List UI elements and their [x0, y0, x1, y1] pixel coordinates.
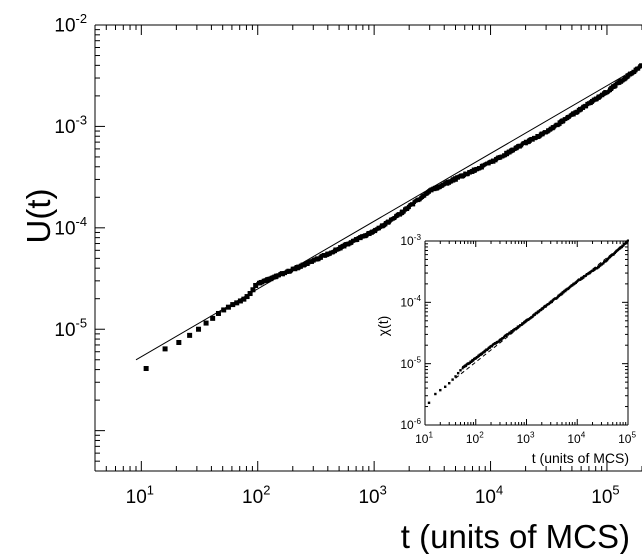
inset-y-tick-label-base: 10	[400, 234, 414, 248]
inset-x-tick-label-base: 10	[517, 432, 531, 446]
inset-x-tick-label-base: 10	[415, 432, 429, 446]
main-y-tick-label-base: 10	[54, 320, 75, 341]
inset-y-tick-label-exponent: -4	[414, 294, 422, 303]
main-data-point	[163, 346, 168, 351]
main-data-point	[204, 321, 209, 326]
main-data-point	[216, 311, 221, 316]
inset-data-point	[454, 375, 456, 377]
inset-panel: 101 102 103 104 10510-610-510-410-3t (units …	[375, 233, 636, 466]
inset-y-tick-label-base: 10	[400, 357, 414, 371]
inset-y-tick-label: 10-4	[400, 294, 421, 309]
main-x-tick-label: 105	[591, 482, 619, 508]
inset-y-axis-title: χ(t)	[375, 316, 391, 337]
inset-x-tick-label-base: 10	[618, 432, 632, 446]
inset-x-tick-label-base: 10	[567, 432, 581, 446]
inset-data-point	[428, 402, 430, 404]
inset-x-tick-label-exponent: 3	[530, 431, 535, 440]
main-data-point	[187, 333, 192, 338]
inset-y-tick-label: 10-6	[400, 417, 421, 432]
main-data-point	[196, 327, 201, 332]
inset-x-tick-label: 101	[415, 431, 433, 446]
inset-data-point	[457, 372, 459, 374]
inset-y-tick-label-exponent: -5	[414, 355, 422, 364]
inset-x-axis-title: t (units of MCS)	[532, 450, 629, 466]
inset-x-tick-label-exponent: 1	[428, 431, 433, 440]
main-x-tick-label-base: 10	[126, 487, 147, 508]
main-y-tick-label-base: 10	[54, 117, 75, 138]
main-y-tick-label-base: 10	[54, 16, 75, 37]
inset-x-tick-label: 105	[618, 431, 636, 446]
inset-y-tick-label: 10-3	[400, 233, 421, 248]
inset-data-point	[439, 389, 441, 391]
main-x-tick-label-base: 10	[591, 487, 612, 508]
main-y-tick-label-exponent: -4	[76, 214, 87, 229]
inset-y-tick-label-base: 10	[400, 296, 414, 310]
inset-y-tick-label-base: 10	[400, 418, 414, 432]
inset-data-point	[434, 393, 436, 395]
inset-y-tick-label-exponent: -6	[414, 417, 422, 426]
inset-data-point	[448, 382, 450, 384]
inset-y-tick-label-exponent: -3	[414, 233, 422, 242]
inset-x-tick-label: 104	[567, 431, 585, 446]
main-data-point	[144, 366, 149, 371]
main-x-tick-label: 102	[242, 482, 270, 508]
main-y-tick-label-exponent: -3	[76, 113, 87, 128]
main-x-tick-label-base: 10	[358, 487, 379, 508]
inset-data-point	[459, 369, 461, 371]
main-x-tick-label: 101	[126, 482, 154, 508]
inset-y-tick-label: 10-5	[400, 355, 421, 370]
main-x-tick-label-exponent: 4	[496, 482, 503, 497]
inset-x-tick-label: 103	[517, 431, 535, 446]
inset-x-tick-label-exponent: 4	[581, 431, 586, 440]
main-x-tick-label-exponent: 2	[263, 482, 270, 497]
main-x-axis-title: t (units of MCS)	[401, 518, 630, 554]
main-x-tick-label: 104	[475, 482, 503, 508]
main-x-tick-label-exponent: 3	[380, 482, 387, 497]
main-y-tick-label: 10-4	[54, 214, 87, 240]
main-x-tick-label-base: 10	[475, 487, 496, 508]
main-x-tick-label-base: 10	[242, 487, 263, 508]
main-data-point	[221, 307, 226, 312]
main-x-tick-label-exponent: 5	[612, 482, 619, 497]
inset-data-point	[444, 386, 446, 388]
inset-dense-point	[627, 240, 629, 242]
main-y-tick-label: 10-2	[54, 11, 87, 37]
main-y-axis-title: U(t)	[20, 189, 57, 244]
main-y-tick-label-exponent: -5	[76, 315, 87, 330]
inset-x-tick-label-base: 10	[466, 432, 480, 446]
main-data-point	[210, 316, 215, 321]
inset-x-tick-label: 102	[466, 431, 484, 446]
inset-data-point	[451, 378, 453, 380]
main-y-tick-label: 10-3	[54, 113, 87, 139]
main-data-point	[176, 340, 181, 345]
inset-x-tick-label-exponent: 5	[631, 431, 636, 440]
main-x-tick-label-exponent: 1	[147, 482, 154, 497]
main-data-point	[226, 305, 231, 310]
main-y-tick-label-exponent: -2	[76, 11, 87, 26]
main-y-tick-label-base: 10	[54, 218, 75, 239]
main-x-tick-label: 103	[358, 482, 386, 508]
main-y-tick-label: 10-5	[54, 315, 87, 341]
main-data-point	[250, 287, 255, 292]
inset-x-tick-label-exponent: 2	[479, 431, 484, 440]
